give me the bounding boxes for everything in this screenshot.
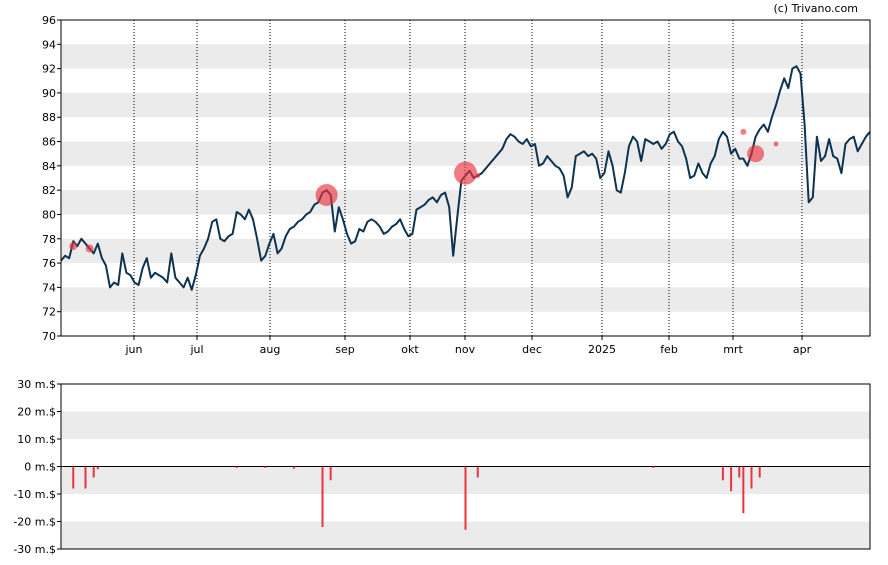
y-tick-label: 82: [42, 184, 56, 197]
x-tick-label: okt: [401, 343, 419, 356]
y-tick-label: 78: [42, 233, 56, 246]
volume-grid-band: [61, 411, 870, 439]
volume-y-tick-label: 20 m.$: [17, 406, 56, 419]
price-frame: [60, 19, 871, 337]
trade-marker: [773, 141, 779, 147]
x-tick-label: aug: [260, 343, 281, 356]
y-tick-label: 70: [42, 330, 56, 343]
x-tick-label: apr: [793, 343, 812, 356]
y-tick-label: 96: [42, 14, 56, 27]
y-tick-label: 88: [42, 111, 56, 124]
trade-marker: [85, 244, 94, 253]
x-tick-label: jun: [125, 343, 143, 356]
y-tick-label: 92: [42, 63, 56, 76]
volume-panel: 30 m.$ 20 m.$ 10 m.$ 0 m.$ -10 m.$ -20 m.$ -30…: [13, 378, 871, 556]
trade-marker: [740, 128, 747, 135]
y-tick-label: 90: [42, 87, 56, 100]
trade-marker: [69, 242, 78, 251]
x-tick-label: jul: [189, 343, 203, 356]
price-panel: 70 72 74 76 78 80 82 84 86 88 90 92 94 96 jun jul aug sep…: [42, 14, 871, 356]
trade-marker: [454, 161, 477, 185]
x-tick-label: nov: [455, 343, 476, 356]
y-tick-label: 74: [42, 281, 56, 294]
x-tick-label: 2025: [588, 343, 616, 356]
trade-marker: [747, 145, 765, 163]
y-tick-label: 86: [42, 136, 56, 149]
y-tick-label: 72: [42, 306, 56, 319]
x-tick-label: dec: [522, 343, 542, 356]
trade-marker: [315, 184, 338, 207]
y-tick-label: 76: [42, 257, 56, 270]
y-tick-label: 84: [42, 160, 56, 173]
y-tick-label: 80: [42, 208, 56, 221]
x-tick-label: feb: [660, 343, 678, 356]
volume-y-tick-label: 0 m.$: [24, 461, 56, 474]
volume-y-tick-label: 10 m.$: [17, 433, 56, 446]
y-tick-label: 94: [42, 38, 56, 51]
price-grid-band: [61, 190, 870, 215]
volume-y-tick-label: 30 m.$: [17, 378, 56, 391]
volume-y-tick-label: -30 m.$: [13, 543, 56, 556]
volume-y-tick-label: -10 m.$: [13, 488, 56, 501]
x-tick-label: sep: [335, 343, 354, 356]
x-tick-label: mrt: [723, 343, 743, 356]
credit-text: (c) Trivano.com: [773, 2, 858, 15]
volume-frame: [60, 383, 871, 550]
trade-marker: [475, 173, 481, 179]
volume-y-tick-label: -20 m.$: [13, 516, 56, 529]
